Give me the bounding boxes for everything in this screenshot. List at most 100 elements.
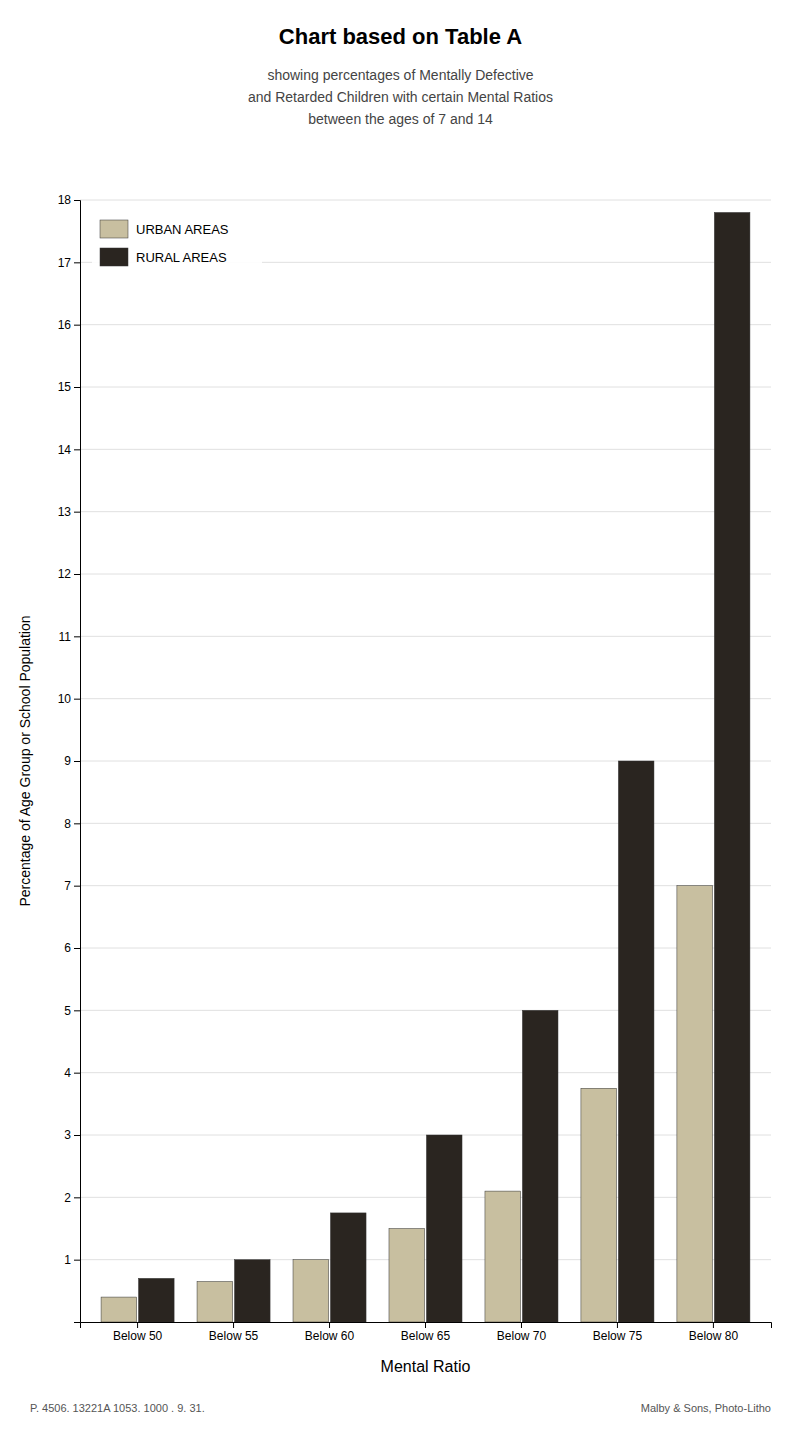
tick: 13 (58, 505, 80, 519)
tick: 1 (64, 1253, 80, 1267)
tick: 15 (58, 380, 80, 394)
annotation: Malby & Sons, Photo-Litho (641, 1402, 771, 1414)
tick-mark (74, 1260, 80, 1261)
grid-line (80, 1259, 771, 1260)
grid-line (80, 511, 771, 512)
grid-line (80, 1135, 771, 1136)
tick-label: Below 55 (209, 1329, 259, 1343)
grid-line (80, 948, 771, 949)
tick: Below 60 (305, 1322, 355, 1343)
axis-line (81, 1323, 772, 1329)
bar (330, 1213, 366, 1322)
tick-label: 18 (58, 193, 72, 207)
bar (522, 1010, 558, 1322)
y-axis-title: Percentage of Age Group or School Popula… (17, 615, 33, 906)
tick-label: Below 65 (401, 1329, 451, 1343)
tick-mark (713, 1322, 714, 1328)
tick-label: 13 (58, 505, 72, 519)
tick-mark (233, 1322, 234, 1328)
tick-mark (74, 262, 80, 263)
tick: Below 55 (209, 1322, 259, 1343)
x-axis-title: Mental Ratio (381, 1358, 471, 1375)
grid-line (80, 387, 771, 388)
legend-label: RURAL AREAS (136, 250, 227, 265)
annotation: P. 4506. 13221A 1053. 1000 . 9. 31. (30, 1402, 205, 1414)
tick-label: 16 (58, 318, 72, 332)
legend: URBAN AREAS RURAL AREAS (92, 212, 262, 280)
tick-label: 2 (64, 1191, 71, 1205)
tick: 10 (58, 692, 80, 706)
tick-label: 15 (58, 380, 72, 394)
bar (677, 886, 713, 1322)
tick-mark (74, 1197, 80, 1198)
tick: Below 80 (689, 1322, 739, 1343)
bar (426, 1135, 462, 1322)
tick-label: 17 (58, 256, 72, 270)
grid-line (80, 324, 771, 325)
bar (101, 1297, 137, 1322)
tick-mark (74, 1135, 80, 1136)
tick-mark (74, 636, 80, 637)
grid-line (80, 449, 771, 450)
tick-label: 12 (58, 567, 72, 581)
tick-label: 3 (64, 1128, 71, 1142)
bar (485, 1191, 521, 1322)
grid-line (80, 1197, 771, 1198)
subtitle: between the ages of 7 and 14 (308, 111, 493, 127)
tick-mark (74, 823, 80, 824)
axis-line (74, 201, 81, 1323)
legend-background (92, 212, 262, 280)
tick: 4 (64, 1066, 80, 1080)
title: Chart based on Table A (279, 24, 522, 49)
bars (101, 212, 750, 1322)
tick-label: 11 (59, 630, 72, 644)
tick-mark (74, 512, 80, 513)
tick-label: 10 (58, 692, 72, 706)
tick-mark (617, 1322, 618, 1328)
tick: Below 70 (497, 1322, 547, 1343)
grid (80, 200, 771, 1260)
bar (139, 1278, 175, 1322)
tick-label: 4 (64, 1066, 71, 1080)
plot: Below 50 Below 55 Below 60 Below 65 Below 70… (17, 193, 772, 1375)
grid-line (80, 698, 771, 699)
tick: 12 (58, 567, 80, 581)
tick: Below 50 (113, 1322, 163, 1343)
y-axis: 123456789101112131415161718 (58, 193, 81, 1322)
tick-mark (74, 699, 80, 700)
tick-label: Below 50 (113, 1329, 163, 1343)
tick-mark (74, 449, 80, 450)
tick-mark (74, 761, 80, 762)
tick: 5 (64, 1004, 80, 1018)
legend-item: URBAN AREAS (100, 220, 229, 238)
tick-mark (74, 948, 80, 949)
tick-label: 1 (64, 1253, 71, 1267)
tick-mark (74, 1073, 80, 1074)
legend-swatch (100, 248, 128, 266)
tick-mark (74, 1010, 80, 1011)
tick: 17 (58, 256, 80, 270)
tick-label: Below 75 (593, 1329, 643, 1343)
grid-line (80, 761, 771, 762)
tick-mark (74, 886, 80, 887)
x-axis: Below 50 Below 55 Below 60 Below 65 Below 70… (81, 1322, 772, 1343)
tick: 8 (64, 817, 80, 831)
tick: Below 65 (401, 1322, 451, 1343)
tick-label: Below 80 (689, 1329, 739, 1343)
tick-mark (521, 1322, 522, 1328)
tick-mark (425, 1322, 426, 1328)
tick-mark (74, 387, 80, 388)
chart: Chart based on Table A showing percentage… (0, 0, 801, 1432)
tick-label: 8 (64, 817, 71, 831)
tick-label: Below 70 (497, 1329, 547, 1343)
tick: 11 (59, 630, 80, 644)
tick-mark (137, 1322, 138, 1328)
tick: 2 (64, 1191, 80, 1205)
subtitle: and Retarded Children with certain Menta… (248, 89, 553, 105)
subtitle: showing percentages of Mentally Defectiv… (267, 67, 533, 83)
tick: 14 (58, 443, 80, 457)
bar (389, 1229, 425, 1323)
tick-label: Below 60 (305, 1329, 355, 1343)
tick: 6 (64, 941, 80, 955)
bar (234, 1260, 270, 1322)
